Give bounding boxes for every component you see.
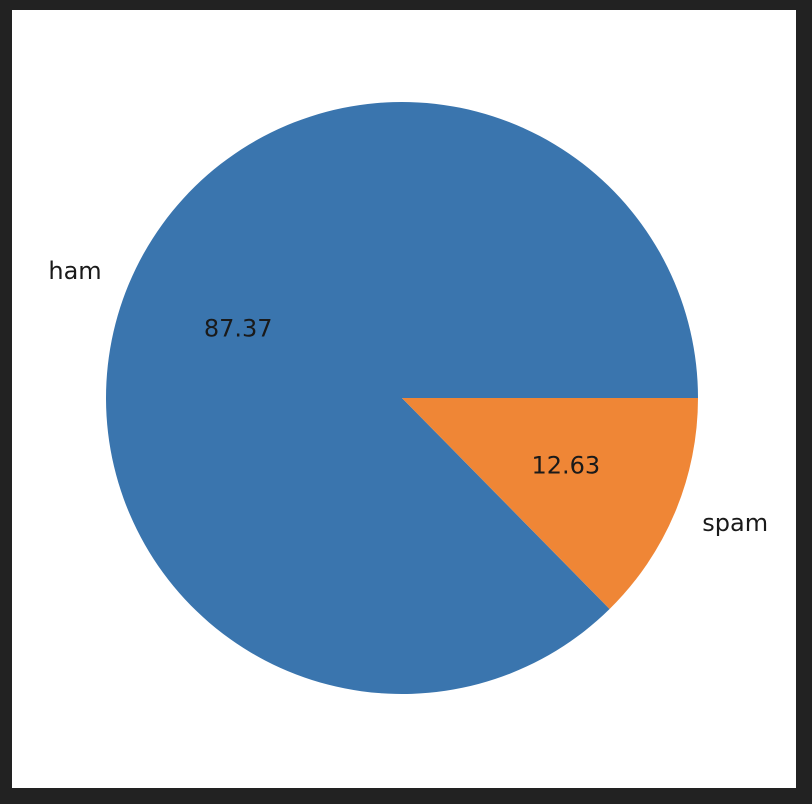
slice-value-ham: 87.37 (204, 314, 273, 342)
slice-value-spam: 12.63 (531, 452, 600, 480)
pie-slices (106, 102, 698, 695)
pie-labels: ham 87.37 spam 12.63 (48, 257, 768, 537)
slice-label-spam: spam (702, 509, 768, 537)
slice-label-ham: ham (48, 257, 101, 285)
pie-slice-spam (402, 398, 698, 610)
pie-slice-ham (106, 102, 698, 695)
